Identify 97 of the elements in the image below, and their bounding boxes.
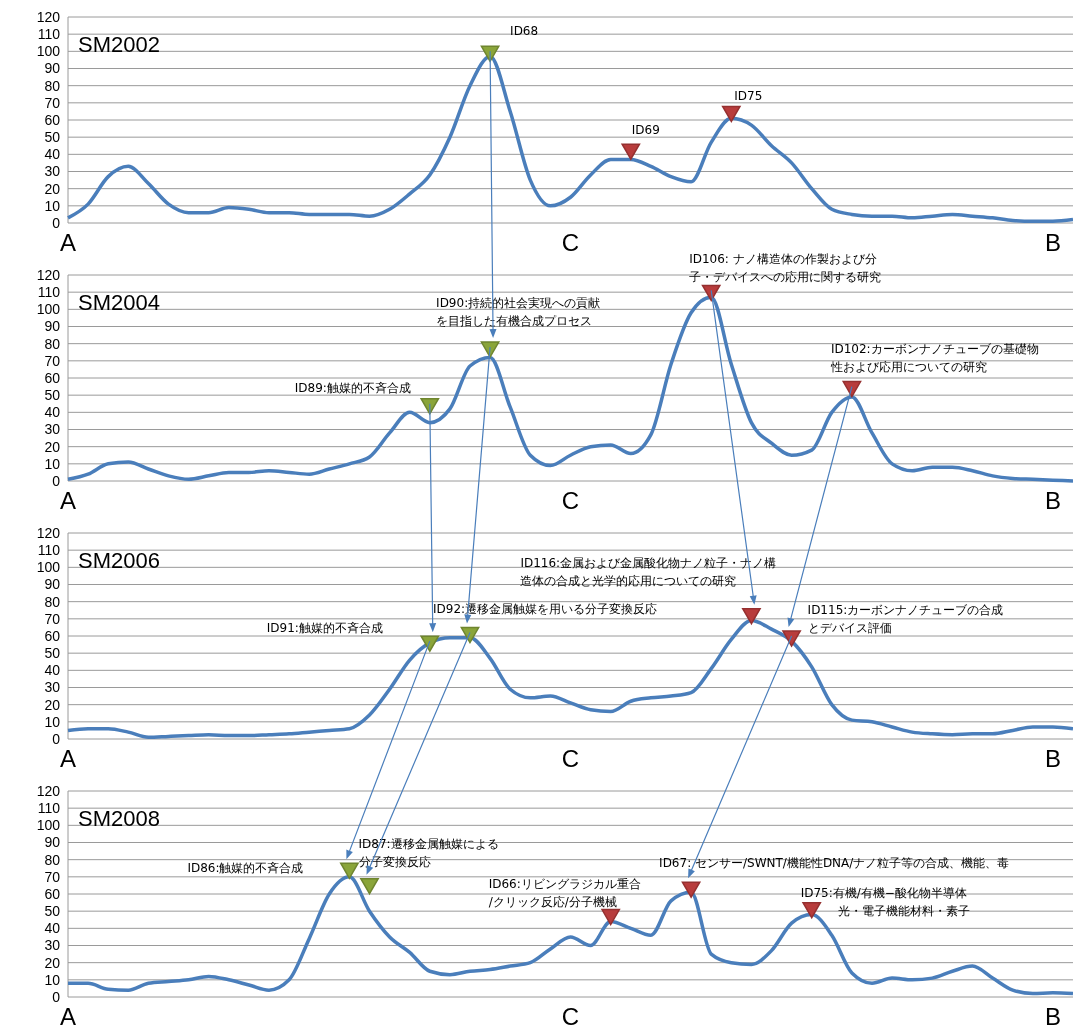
x-tick-label: B <box>1044 745 1061 772</box>
annotation: ID67: センサー/SWNT/機能性DNA/ナノ粒子等の合成、機能、毒 <box>659 856 1010 871</box>
y-tick-label: 100 <box>36 559 61 576</box>
y-tick-label: 20 <box>44 954 61 971</box>
point <box>601 908 621 926</box>
y-tick-label: 10 <box>44 971 61 988</box>
annotation: ID75 <box>734 89 763 104</box>
y-tick-label: 60 <box>44 369 61 386</box>
y-tick-label: 100 <box>36 817 61 834</box>
y-tick-label: 70 <box>44 352 61 369</box>
annotation: ID66:リビングラジカル重合/クリック反応/分子機械 <box>488 876 641 909</box>
y-tick-label: 30 <box>44 679 61 696</box>
point <box>701 284 721 302</box>
y-tick-label: 110 <box>37 800 61 817</box>
y-tick-label: 80 <box>44 335 61 352</box>
y-tick-label: 120 <box>36 8 61 25</box>
y-tick-label: 120 <box>36 524 61 541</box>
point <box>480 341 500 358</box>
y-tick-label: 110 <box>37 284 61 301</box>
y-tick-label: 60 <box>44 627 61 644</box>
point <box>741 607 761 625</box>
point <box>782 630 802 647</box>
x-tick-label: A <box>59 1003 77 1030</box>
y-tick-label: 40 <box>44 404 61 421</box>
y-tick-label: 40 <box>44 146 61 163</box>
x-tick-label: C <box>561 229 580 256</box>
annotation: ID106: ナノ構造体の作製および分子・デバイスへの応用に関する研究 <box>689 252 882 285</box>
point <box>339 862 359 879</box>
y-tick-label: 120 <box>36 782 61 799</box>
y-tick-label: 90 <box>44 318 61 335</box>
text: SM2002 <box>78 32 160 57</box>
point <box>681 881 701 898</box>
annotation: ID75:有機/有機−酸化物半導体光・電子機能材料・素子 <box>800 885 970 918</box>
x-tick-label: A <box>59 487 77 514</box>
annotation: ID68 <box>510 24 539 39</box>
y-tick-label: 10 <box>44 455 61 472</box>
annotation: ID92:遷移金属触媒を用いる分子変換反応 <box>433 601 658 616</box>
y-tick-label: 90 <box>44 834 61 851</box>
y-tick-label: 20 <box>44 438 61 455</box>
text: SM2006 <box>78 548 160 573</box>
y-tick-label: 100 <box>36 301 61 318</box>
x-tick-label: A <box>59 229 77 256</box>
y-tick-label: 90 <box>44 60 61 77</box>
y-tick-label: 30 <box>44 937 61 954</box>
y-tick-label: 0 <box>52 730 61 747</box>
y-tick-label: 0 <box>52 214 61 231</box>
y-tick-label: 10 <box>44 197 61 214</box>
y-tick-label: 120 <box>36 266 61 283</box>
y-tick-label: 80 <box>44 593 61 610</box>
y-tick-label: 50 <box>44 129 61 146</box>
y-tick-label: 70 <box>44 94 61 111</box>
y-tick-label: 20 <box>44 696 61 713</box>
annotation: ID102:カーボンナノチューブの基礎物性および応用についての研究 <box>829 341 1039 374</box>
y-tick-label: 80 <box>44 77 61 94</box>
y-tick-label: 50 <box>44 645 61 662</box>
y-tick-label: 100 <box>36 43 61 60</box>
point <box>460 626 480 644</box>
y-tick-label: 80 <box>44 851 61 868</box>
annotation: ID91:触媒的不斉合成 <box>266 621 383 636</box>
y-tick-label: 30 <box>44 163 61 180</box>
y-tick-label: 110 <box>37 26 61 43</box>
x-tick-label: B <box>1044 487 1061 514</box>
y-tick-label: 20 <box>44 180 61 197</box>
y-tick-label: 30 <box>44 421 61 438</box>
y-tick-label: 110 <box>37 542 61 559</box>
y-tick-label: 10 <box>44 713 61 730</box>
y-tick-label: 60 <box>44 885 61 902</box>
y-tick-label: 50 <box>44 903 61 920</box>
point <box>420 635 440 652</box>
point <box>420 398 440 415</box>
x-tick-label: A <box>59 745 77 772</box>
point <box>842 380 862 398</box>
x-tick-label: B <box>1044 229 1061 256</box>
y-tick-label: 70 <box>44 610 61 627</box>
y-tick-label: 50 <box>44 387 61 404</box>
annotation: ID115:カーボンナノチューブの合成とデバイス評価 <box>807 603 1004 635</box>
point <box>621 143 641 160</box>
y-tick-label: 40 <box>44 920 61 937</box>
y-tick-label: 0 <box>52 472 61 489</box>
text: SM2004 <box>78 290 160 315</box>
point <box>721 105 741 123</box>
y-tick-label: 70 <box>44 868 61 885</box>
x-tick-label: C <box>561 487 580 514</box>
y-tick-label: 0 <box>52 988 61 1005</box>
x-tick-label: B <box>1044 1003 1061 1030</box>
point <box>802 901 822 919</box>
annotation: ID69 <box>631 123 660 138</box>
x-tick-label: C <box>561 1003 580 1030</box>
y-tick-label: 90 <box>44 576 61 593</box>
point <box>360 877 379 895</box>
y-tick-label: 60 <box>44 111 61 128</box>
annotation: ID86:触媒的不斉合成 <box>187 861 304 876</box>
y-tick-label: 40 <box>44 662 61 679</box>
x-tick-label: C <box>561 745 580 772</box>
text: SM2008 <box>78 806 160 831</box>
annotation: ID89:触媒的不斉合成 <box>294 380 411 395</box>
point <box>480 45 500 63</box>
